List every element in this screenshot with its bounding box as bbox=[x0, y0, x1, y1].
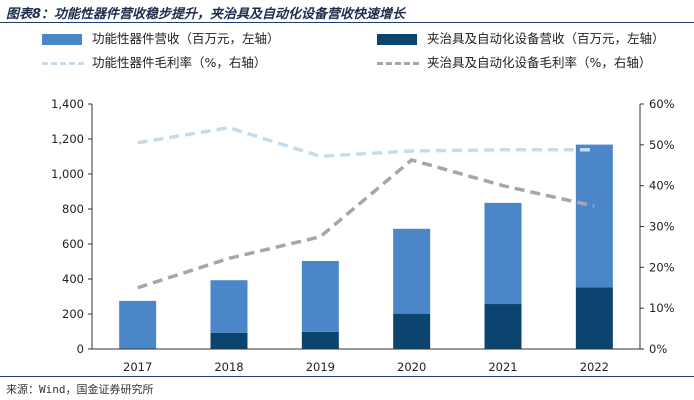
bar-functional-revenue bbox=[575, 144, 613, 288]
legend-label-fixture-margin: 夹治具及自动化设备毛利率（%，右轴） bbox=[427, 55, 652, 70]
x-axis-tick-label: 2022 bbox=[580, 360, 609, 374]
legend-swatch-fixture-revenue bbox=[377, 34, 417, 45]
x-axis-tick-label: 2017 bbox=[123, 360, 152, 374]
revenue-margin-chart: 0 200 400 600 800 1,000 1,200 1,400 0% 10% 20% 30% 4… bbox=[51, 97, 675, 374]
bar-fixture-revenue bbox=[301, 331, 339, 349]
x-axis-tick-label: 2020 bbox=[397, 360, 426, 374]
x-axis-tick-label: 2019 bbox=[306, 360, 335, 374]
left-axis-tick-label: 600 bbox=[62, 237, 84, 251]
left-axis-tick-label: 1,400 bbox=[51, 97, 84, 111]
left-axis-tick-label: 1,200 bbox=[51, 132, 84, 146]
x-axis-tick-label: 2018 bbox=[214, 360, 243, 374]
bar-fixture-revenue bbox=[575, 287, 613, 349]
bar-functional-revenue bbox=[393, 228, 431, 314]
right-axis-tick-label: 20% bbox=[649, 260, 675, 274]
bottom-divider bbox=[0, 376, 694, 377]
left-axis-tick-label: 0 bbox=[77, 342, 84, 356]
bar-fixture-revenue bbox=[484, 304, 522, 349]
bar-fixture-revenue bbox=[210, 332, 248, 349]
right-axis-tick-label: 0% bbox=[649, 342, 667, 356]
bar-fixture-revenue bbox=[393, 313, 431, 349]
figure-title: 图表8：功能性器件营收稳步提升，夹治具及自动化设备营收快速增长 bbox=[6, 7, 406, 22]
right-axis-tick-label: 50% bbox=[649, 138, 675, 152]
line-functional-margin bbox=[137, 125, 595, 159]
bar-functional-revenue bbox=[301, 260, 339, 332]
bar-functional-revenue bbox=[484, 202, 522, 305]
left-axis-tick-label: 800 bbox=[62, 202, 84, 216]
legend-swatch-functional-revenue bbox=[42, 34, 82, 45]
left-axis-tick-label: 400 bbox=[62, 272, 84, 286]
x-axis-tick-label: 2021 bbox=[488, 360, 517, 374]
legend-label-functional-margin: 功能性器件毛利率（%，右轴） bbox=[92, 55, 267, 70]
legend-label-functional-revenue: 功能性器件营收（百万元，左轴） bbox=[92, 31, 280, 46]
right-axis-tick-label: 30% bbox=[649, 220, 675, 234]
legend-label-fixture-revenue: 夹治具及自动化设备营收（百万元，左轴） bbox=[427, 31, 665, 46]
right-axis-tick-label: 10% bbox=[649, 301, 675, 315]
right-axis-tick-label: 40% bbox=[649, 179, 675, 193]
right-axis-tick-label: 60% bbox=[649, 97, 675, 111]
source-note: 来源：Wind，国金证券研究所 bbox=[6, 383, 154, 396]
left-axis-tick-label: 1,000 bbox=[51, 167, 84, 181]
line-fixture-margin bbox=[137, 158, 595, 290]
bar-functional-revenue bbox=[210, 280, 248, 333]
legend-line-fixture-margin bbox=[377, 62, 419, 65]
legend-line-functional-margin bbox=[42, 62, 84, 65]
left-axis-tick-label: 200 bbox=[62, 307, 84, 321]
bar-functional-revenue bbox=[119, 300, 157, 349]
title-divider bbox=[0, 22, 694, 23]
